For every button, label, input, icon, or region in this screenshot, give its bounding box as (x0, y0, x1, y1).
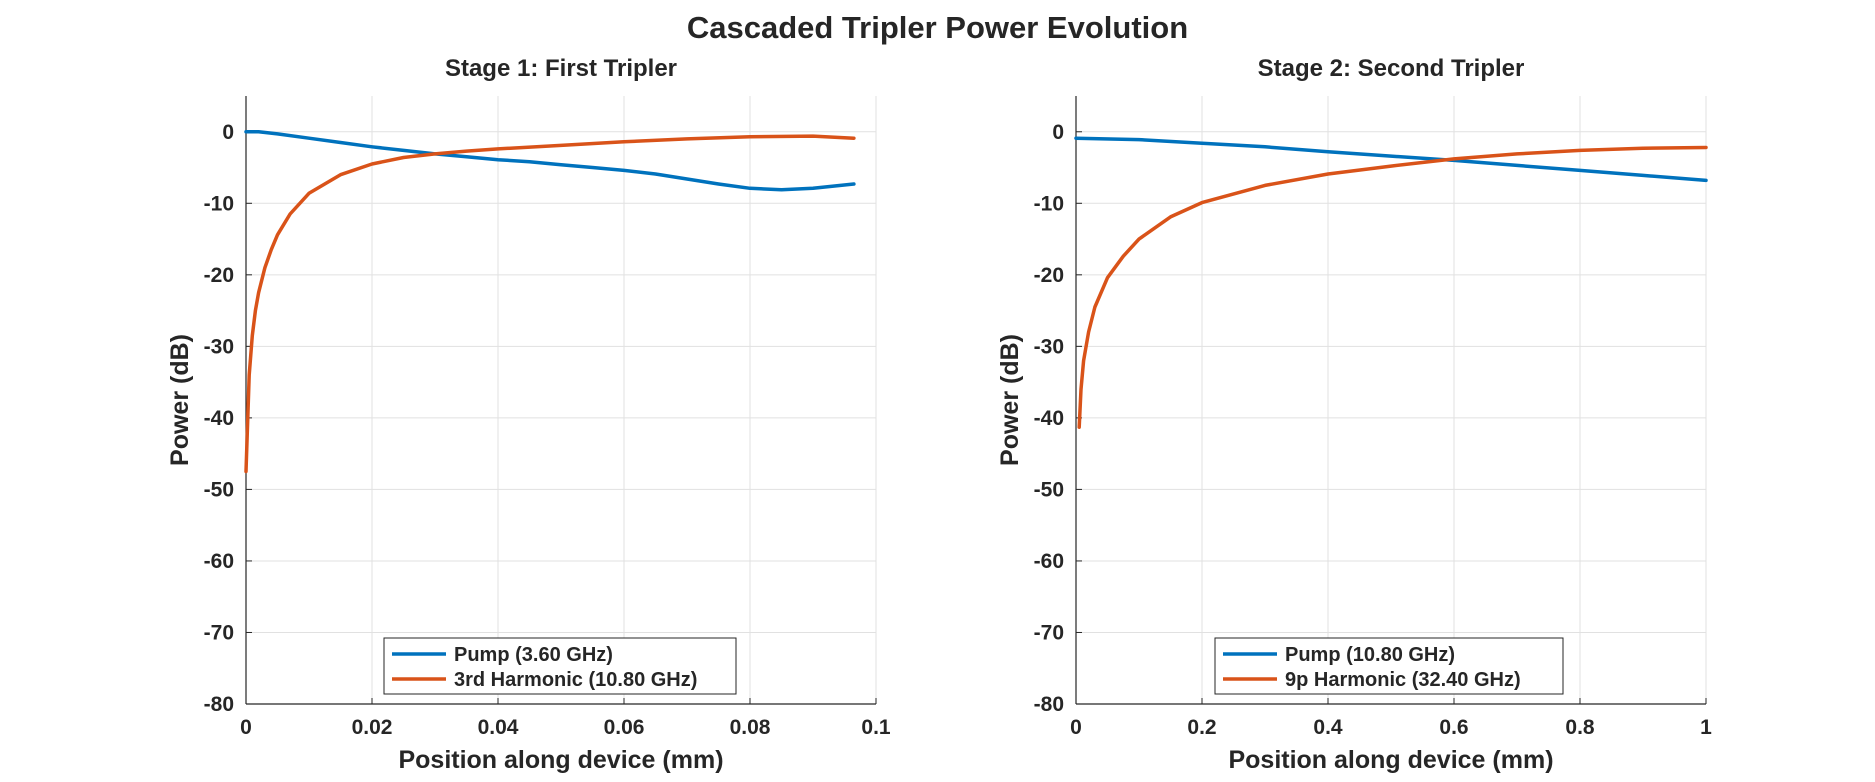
legend-entry-label: 9p Harmonic (32.40 GHz) (1285, 669, 1521, 691)
y-tick-label: -30 (204, 335, 234, 358)
x-tick-label: 0.1 (861, 716, 891, 739)
y-tick-label: -70 (1034, 621, 1064, 644)
x-tick-label: 0 (240, 716, 252, 739)
y-tick-label: -80 (204, 693, 234, 716)
figure-title: Cascaded Tripler Power Evolution (686, 10, 1189, 45)
series-line-1 (1074, 136, 1708, 183)
y-tick-label: -50 (1034, 478, 1064, 501)
x-axis-label: Position along device (mm) (1228, 746, 1553, 774)
y-tick-label: -60 (204, 550, 234, 573)
legend-box (1214, 637, 1564, 695)
series-line-2 (244, 134, 856, 474)
x-axis-label: Position along device (mm) (398, 746, 723, 774)
series-line-1 (244, 130, 856, 192)
y-tick-label: -40 (204, 407, 234, 430)
legend-entry-label: 3rd Harmonic (10.80 GHz) (454, 669, 697, 691)
x-tick-label: 0.08 (730, 716, 771, 739)
legend-entry-label: Pump (3.60 GHz) (454, 644, 613, 666)
x-tick-label: 0.02 (352, 716, 393, 739)
y-tick-label: -10 (1034, 192, 1064, 215)
y-axis-label: Power (dB) (996, 334, 1024, 466)
x-tick-label: 0.04 (478, 716, 519, 739)
y-tick-label: -20 (1034, 264, 1064, 287)
chart-1: 0 0.02 0.04 0.06 0.08 0.1 -80 -70 -60 -50 -40 -30 -2… (166, 55, 891, 774)
legend: Pump (3.60 GHz) 3rd Harmonic (10.80 GHz) (383, 637, 737, 695)
y-tick-label: -30 (1034, 335, 1064, 358)
chart-title: Stage 1: First Tripler (445, 55, 677, 82)
y-axis-label: Power (dB) (166, 334, 194, 466)
x-tick-label: 0.06 (604, 716, 645, 739)
x-tick-label: 1 (1700, 716, 1712, 739)
x-tick-label: 0.2 (1187, 716, 1216, 739)
y-tick-label: -60 (1034, 550, 1064, 573)
x-tick-label: 0.4 (1313, 716, 1343, 739)
y-tick-label: -40 (1034, 407, 1064, 430)
series-line-2 (1077, 145, 1708, 429)
y-tick-label: 0 (222, 121, 234, 144)
legend-entry-label: Pump (10.80 GHz) (1285, 644, 1455, 666)
x-tick-label: 0 (1070, 716, 1082, 739)
y-tick-label: -10 (204, 192, 234, 215)
y-tick-label: -20 (204, 264, 234, 287)
chart-2: 0 0.2 0.4 0.6 0.8 1 -80 -70 -60 -50 -40 -30 -20 -10 0 S… (996, 55, 1712, 774)
y-tick-label: -50 (204, 478, 234, 501)
legend: Pump (10.80 GHz) 9p Harmonic (32.40 GHz) (1214, 637, 1564, 695)
legend-box (383, 637, 737, 695)
x-tick-label: 0.6 (1439, 716, 1468, 739)
chart-title: Stage 2: Second Tripler (1258, 55, 1525, 82)
y-tick-label: -70 (204, 621, 234, 644)
y-tick-label: 0 (1052, 121, 1064, 144)
y-tick-label: -80 (1034, 693, 1064, 716)
x-tick-label: 0.8 (1565, 716, 1595, 739)
